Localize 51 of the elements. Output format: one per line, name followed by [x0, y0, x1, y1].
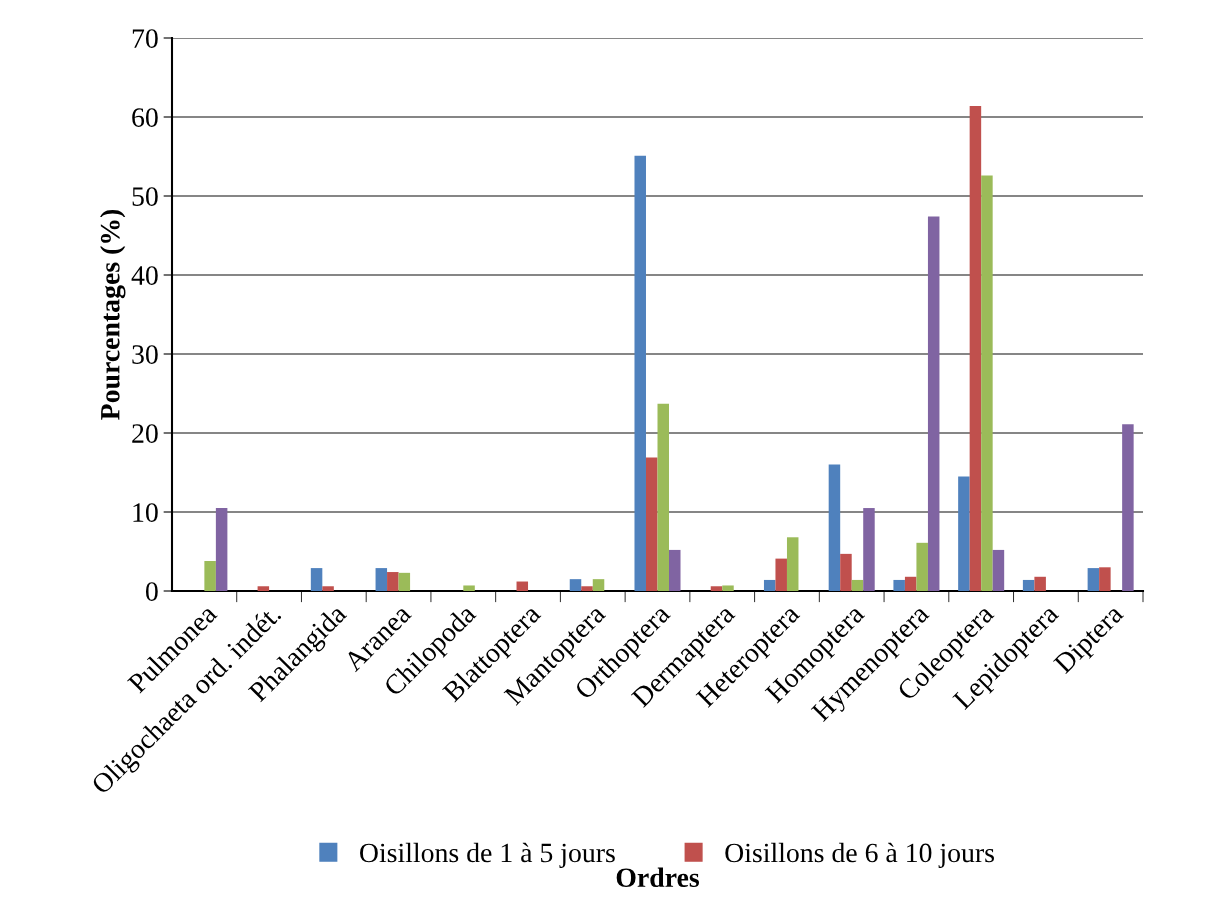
bar — [387, 572, 399, 591]
bar — [581, 586, 593, 591]
bar — [669, 549, 681, 591]
bar — [398, 572, 411, 591]
bar — [840, 553, 852, 591]
y-tick-label: 30 — [132, 345, 158, 364]
bar — [1122, 424, 1134, 591]
bar — [1034, 576, 1046, 591]
bar — [927, 216, 940, 591]
bar — [786, 537, 799, 591]
bar — [1022, 579, 1035, 591]
y-tick-label: 70 — [132, 29, 158, 48]
bar — [375, 568, 388, 591]
bar — [634, 155, 646, 591]
bar — [828, 464, 841, 591]
y-tick-label: 10 — [133, 503, 158, 522]
y-axis-title: Pourcentages (%) — [100, 209, 126, 420]
legend-label: Oisillons de 6 à 10 jours — [725, 842, 994, 868]
bar — [992, 549, 1005, 591]
bar — [1099, 567, 1111, 591]
bar — [204, 560, 216, 591]
bar — [569, 579, 582, 591]
bar — [893, 579, 905, 591]
y-tick-label: 50 — [132, 187, 158, 206]
bar — [763, 579, 776, 591]
bar — [981, 175, 993, 591]
bar — [215, 508, 228, 591]
bar — [722, 585, 734, 591]
y-tick-label: 40 — [131, 266, 158, 285]
bar — [775, 558, 787, 591]
bar — [657, 403, 670, 591]
bar — [851, 579, 864, 591]
bar — [322, 586, 334, 591]
bar — [904, 576, 917, 591]
y-tick-label: 0 — [145, 582, 158, 601]
bar — [710, 586, 723, 591]
bar — [592, 579, 605, 591]
bar — [1087, 568, 1100, 591]
bar — [916, 542, 928, 591]
x-axis-title: Ordres — [616, 867, 699, 888]
bar — [645, 457, 658, 591]
y-tick-label: 60 — [132, 108, 158, 127]
bar — [958, 476, 970, 591]
bar — [257, 586, 270, 591]
bar — [463, 585, 475, 591]
bar — [516, 581, 529, 591]
bar — [863, 508, 875, 591]
bar — [969, 105, 982, 591]
legend-label: Oisillons de 1 à 5 jours — [360, 842, 615, 868]
bar — [310, 568, 323, 591]
y-tick-label: 20 — [132, 424, 158, 443]
